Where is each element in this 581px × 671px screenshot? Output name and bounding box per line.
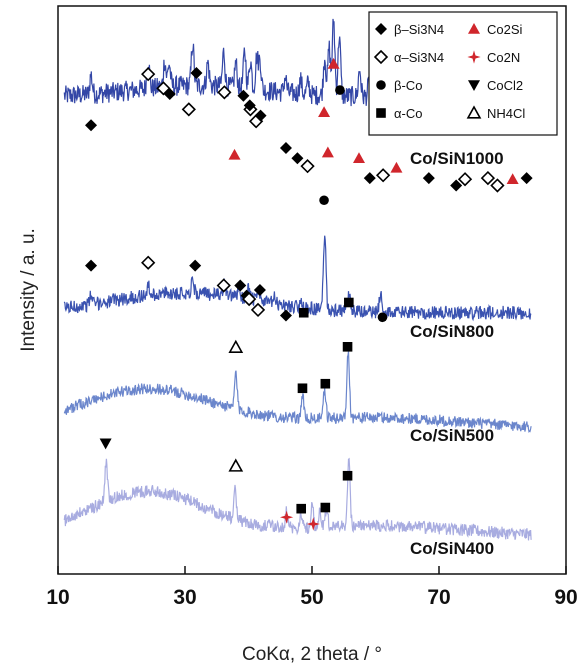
- marker-co2si-co-sin1000-29: [506, 173, 519, 185]
- legend-marker-alpha-co: [376, 108, 386, 118]
- marker-co2n-co-sin400-4: [306, 517, 320, 531]
- legend-marker-nh4cl: [466, 105, 482, 119]
- legend-marker-alpha-si3n4: [373, 49, 389, 65]
- marker-co2si-co-sin1000-20: [352, 152, 365, 164]
- series-line-co-sin800: [63, 235, 532, 322]
- legend-marker-co2si: [468, 23, 480, 34]
- marker-co2si-co-sin1000-16: [318, 106, 331, 118]
- marker-beta-si3n4-co-sin1000-0: [85, 119, 98, 132]
- legend-marker-beta-si3n4: [375, 23, 387, 35]
- marker-nh4cl-co-sin500-0: [228, 339, 244, 353]
- marker-cocl2-co-sin400-0: [99, 438, 112, 450]
- marker-beta-co-co-sin800-13: [377, 312, 388, 323]
- marker-beta-si3n4-co-sin1000-10: [243, 99, 256, 112]
- legend-label-beta-co: β-Co: [394, 78, 422, 93]
- x-axis-label: CoKα, 2 theta / °: [242, 644, 382, 665]
- marker-co2si-co-sin1000-23: [390, 161, 403, 173]
- marker-beta-si3n4-co-sin1000-21: [363, 172, 376, 185]
- marker-beta-si3n4-co-sin800-7: [253, 284, 266, 296]
- marker-alpha-si3n4-co-sin1000-26: [457, 172, 473, 187]
- marker-beta-si3n4-co-sin1000-3: [163, 88, 176, 101]
- sample-label-co-sin500: Co/SiN500: [410, 426, 494, 445]
- legend-box: [368, 11, 558, 136]
- marker-alpha-co-co-sin400-5: [320, 502, 331, 513]
- legend-label-co2si: Co2Si: [487, 22, 523, 37]
- series-line-co-sin400: [63, 457, 532, 541]
- y-axis-label: Intensity / a. u.: [18, 228, 39, 352]
- marker-alpha-co-co-sin500-2: [320, 378, 331, 389]
- marker-beta-si3n4-co-sin1000-14: [291, 152, 304, 165]
- marker-alpha-co-co-sin500-3: [342, 342, 353, 352]
- marker-alpha-co-co-sin500-1: [297, 383, 308, 394]
- marker-alpha-si3n4-co-sin800-6: [242, 291, 257, 307]
- series-line-co-sin500: [63, 351, 532, 433]
- x-axis-ticks: 10 30 50 70 90: [46, 566, 578, 609]
- x-tick-label-30: 30: [173, 586, 196, 609]
- legend-marker-co2n: [467, 50, 481, 64]
- marker-nh4cl-co-sin400-1: [228, 458, 244, 472]
- marker-alpha-co-co-sin800-12: [344, 297, 354, 308]
- legend-label-co2n: Co2N: [487, 50, 520, 65]
- marker-beta-si3n4-co-sin800-0: [85, 259, 98, 272]
- marker-beta-si3n4-co-sin1000-30: [520, 172, 533, 185]
- marker-alpha-si3n4-co-sin1000-28: [490, 178, 505, 193]
- legend-label-alpha-si3n4: α–Si3N4: [394, 50, 444, 65]
- marker-beta-si3n4-co-sin1000-4: [190, 67, 203, 80]
- legend-entries: β–Si3N4 Co2Si α–Si3N4 Co2N β-Co CoCl2 α-Co NH4C…: [373, 22, 525, 121]
- marker-alpha-si3n4-co-sin1000-2: [156, 81, 171, 96]
- marker-co2n-co-sin400-2: [280, 510, 294, 524]
- marker-alpha-si3n4-co-sin1000-6: [217, 85, 232, 100]
- marker-beta-si3n4-co-sin1000-25: [450, 179, 463, 192]
- legend-label-cocl2: CoCl2: [487, 78, 523, 93]
- marker-alpha-si3n4-co-sin1000-1: [141, 67, 156, 82]
- legend-label-nh4cl: NH4Cl: [487, 106, 525, 121]
- marker-co2si-co-sin1000-18: [327, 57, 340, 69]
- legend-marker-beta-co: [376, 80, 386, 90]
- x-tick-label-10: 10: [46, 586, 69, 609]
- marker-beta-si3n4-co-sin800-4: [234, 279, 247, 292]
- marker-co2si-co-sin1000-7: [228, 148, 241, 160]
- sample-label-co-sin1000: Co/SiN1000: [410, 149, 504, 168]
- x-tick-label-50: 50: [300, 586, 323, 609]
- marker-beta-co-co-sin1000-19: [335, 85, 345, 95]
- sample-label-co-sin400: Co/SiN400: [410, 539, 494, 558]
- marker-alpha-co-co-sin400-3: [296, 503, 307, 514]
- marker-beta-si3n4-co-sin1000-8: [237, 89, 250, 102]
- marker-alpha-si3n4-co-sin1000-5: [181, 102, 196, 117]
- marker-beta-si3n4-co-sin800-9: [279, 309, 292, 322]
- marker-alpha-co-co-sin400-6: [342, 470, 353, 481]
- legend-marker-cocl2: [468, 80, 480, 91]
- marker-alpha-si3n4-co-sin800-1: [141, 255, 156, 270]
- marker-alpha-si3n4-co-sin800-3: [216, 278, 231, 293]
- marker-alpha-si3n4-co-sin1000-22: [375, 168, 391, 183]
- x-tick-label-70: 70: [427, 586, 450, 609]
- marker-beta-si3n4-co-sin1000-24: [422, 172, 435, 185]
- marker-alpha-si3n4-co-sin1000-15: [300, 159, 315, 174]
- marker-beta-si3n4-co-sin800-2: [189, 259, 202, 272]
- marker-alpha-si3n4-co-sin1000-27: [480, 170, 496, 186]
- marker-beta-si3n4-co-sin1000-12: [254, 109, 267, 122]
- marker-beta-si3n4-co-sin1000-13: [279, 142, 292, 154]
- marker-layer: [85, 57, 533, 531]
- marker-alpha-co-co-sin800-10: [298, 307, 309, 318]
- sample-label-co-sin800: Co/SiN800: [410, 322, 494, 341]
- marker-co2si-co-sin1000-17: [321, 146, 334, 158]
- marker-alpha-si3n4-co-sin800-8: [250, 302, 266, 318]
- x-tick-label-90: 90: [554, 586, 577, 609]
- legend-label-beta-si3n4: β–Si3N4: [394, 22, 444, 37]
- legend: β–Si3N4 Co2Si α–Si3N4 Co2N β-Co CoCl2 α-Co NH4C…: [368, 11, 558, 136]
- sample-label-layer: Co/SiN1000 Co/SiN800 Co/SiN500 Co/SiN400: [410, 149, 504, 558]
- legend-label-alpha-co: α-Co: [394, 106, 422, 121]
- marker-beta-co-co-sin800-11: [319, 195, 329, 206]
